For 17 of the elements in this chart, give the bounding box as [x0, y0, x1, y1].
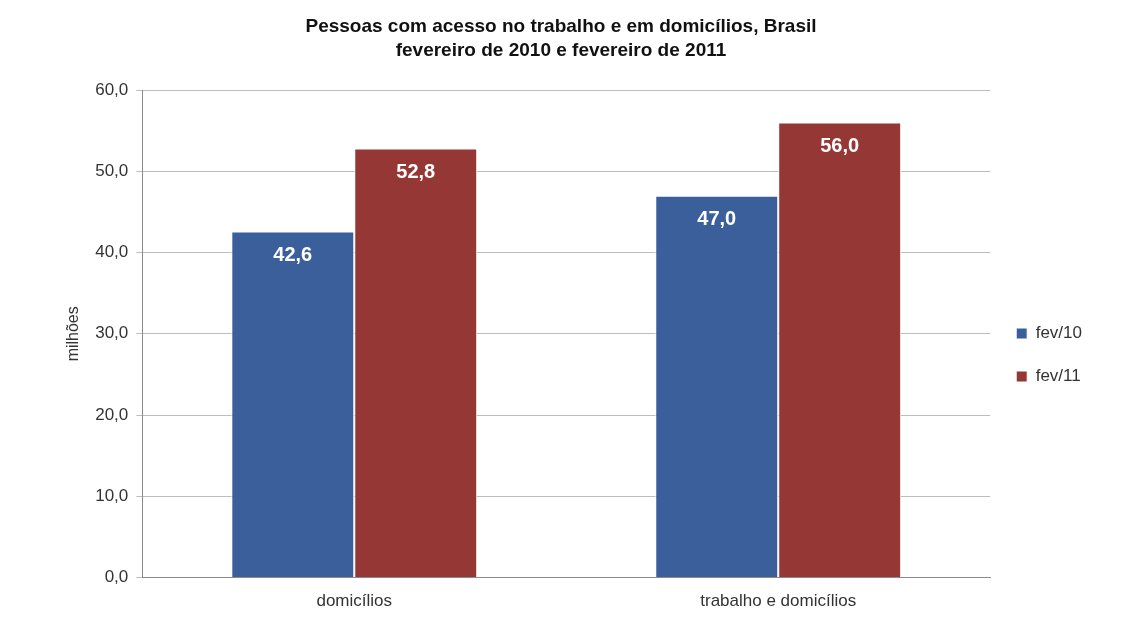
legend-label: fev/11 — [1035, 366, 1081, 386]
legend-label: fev/10 — [1035, 323, 1082, 343]
chart-title: Pessoas com acesso no trabalho e em domicílios, Brasil fevereiro de 2010 e fevereiro de 2011 — [304, 14, 818, 62]
x-tick-label: trabalho e domicílios — [700, 591, 857, 611]
data-label: 56,0 — [820, 134, 860, 157]
y-tick-label: 0,0 — [104, 567, 129, 587]
x-tick-label: domicílios — [316, 591, 393, 611]
y-tick-label: 30,0 — [95, 323, 129, 343]
y-tick-label: 50,0 — [95, 160, 129, 180]
data-label: 42,6 — [273, 242, 313, 265]
y-axis-title: milhões — [64, 306, 82, 362]
data-label: 47,0 — [697, 207, 737, 230]
y-tick-label: 60,0 — [95, 79, 129, 99]
data-label: 52,8 — [396, 160, 436, 183]
y-tick-label: 20,0 — [95, 404, 129, 424]
y-tick-label: 10,0 — [95, 486, 129, 506]
y-tick-label: 40,0 — [95, 242, 129, 262]
